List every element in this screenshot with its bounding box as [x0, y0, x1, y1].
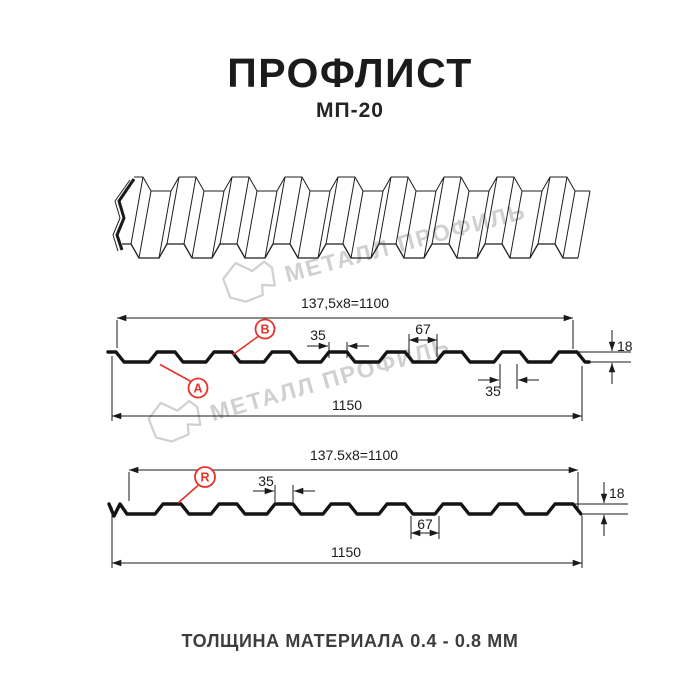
dim-overall-label: 1150 [331, 544, 361, 560]
section-view-r: 137.5x8=1100 35 67 18 1150 [107, 447, 628, 568]
callout-circle-r [194, 466, 216, 488]
profile-model: МП-20 [316, 99, 384, 122]
dim-overall-label: 1150 [332, 397, 362, 413]
sheet-back-edge [134, 176, 590, 192]
profile-3d-linework [112, 176, 591, 259]
dim-height-label: 18 [609, 485, 625, 501]
profile-3d-view [122, 177, 590, 258]
sheet-rib-diagonals [130, 176, 576, 259]
dim-crest-bottom-label: 35 [485, 383, 501, 399]
dim-valley-label: 67 [417, 516, 433, 532]
callout-leader-b [232, 335, 259, 356]
dim-height-label: 18 [617, 338, 633, 354]
sheet-cut-edge [115, 178, 136, 251]
callout-circle-b [254, 318, 276, 340]
callout-leader-r [177, 484, 199, 504]
sheet-right-edge [577, 190, 591, 259]
section-profile-ab [106, 350, 591, 364]
sheet-cut-edge-inner [112, 179, 131, 252]
sheet-silhouette [122, 177, 590, 258]
thickness-note: ТОЛЩИНА МАТЕРИАЛА 0.4 - 0.8 ММ [181, 631, 519, 651]
callout-label-b: B [260, 323, 269, 337]
callout-label-a: A [193, 382, 202, 396]
section-profile-r [107, 502, 583, 518]
callout-leader-a [159, 363, 192, 383]
brand-logo-icon [147, 399, 202, 443]
callout-circle-a [187, 377, 209, 399]
page-title: ПРОФЛИСТ [227, 50, 473, 96]
section-view-ab: 137,5x8=1100 35 67 18 35 [106, 295, 633, 421]
dim-pitch-label: 137,5x8=1100 [301, 295, 389, 311]
brand-logo-icon [222, 260, 276, 303]
dim-crest-top-label: 35 [310, 327, 326, 343]
sheet-front-edge [122, 243, 578, 259]
dim-pitch-label: 137.5x8=1100 [310, 447, 398, 463]
callout-label-r: R [200, 471, 209, 485]
dim-valley-label: 67 [415, 321, 431, 337]
dim-crest-label: 35 [258, 473, 274, 489]
